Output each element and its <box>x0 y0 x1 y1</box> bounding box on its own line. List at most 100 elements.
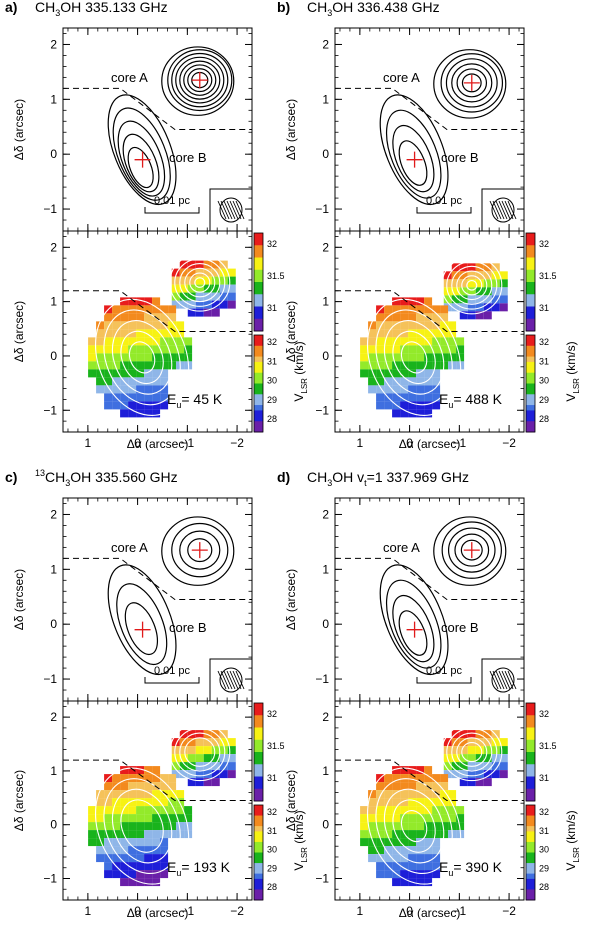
core-b-velocity-pixel <box>432 798 441 807</box>
core-b-velocity-pixel <box>160 393 169 402</box>
core-a-velocity-pixel <box>171 762 180 771</box>
core-b-velocity-pixel <box>112 830 121 839</box>
core-b-white-contour <box>120 799 164 853</box>
colorbar-frame-core-b <box>525 334 536 433</box>
colorbar-segment-core-b <box>254 345 263 352</box>
core-b-velocity-pixel <box>432 361 441 370</box>
y-tick-label: 2 <box>50 37 57 51</box>
core-b-velocity-pixel <box>96 361 105 370</box>
colorbar-segment-core-a <box>526 245 535 258</box>
core-a-velocity-pixel <box>211 276 220 285</box>
core-b-velocity-pixel <box>392 385 401 394</box>
y-axis-label-lower: Δδ (arcsec) <box>12 770 26 831</box>
y-tick-label: 2 <box>50 240 57 254</box>
core-b-velocity-pixel <box>96 854 105 863</box>
core-a-peak-marker <box>463 74 480 91</box>
beam-hatch <box>498 200 508 220</box>
colorbar-tick-core-a: 31.5 <box>267 271 285 281</box>
y-tick-label: 1 <box>322 295 329 309</box>
core-b-velocity-pixel <box>136 830 145 839</box>
core-a-white-contour <box>456 737 488 767</box>
core-a-contour <box>171 522 229 578</box>
core-b-velocity-pixel <box>168 814 177 823</box>
core-b-velocity-pixel <box>104 830 113 839</box>
core-b-velocity-pixel <box>400 361 409 370</box>
core-a-contour <box>447 527 496 573</box>
colorbar-segment-core-b <box>526 372 535 379</box>
core-a-velocity-pixel <box>459 271 468 280</box>
core-b-velocity-pixel <box>104 854 113 863</box>
core-a-velocity-pixel <box>195 754 204 763</box>
core-b-velocity-pixel <box>400 385 409 394</box>
core-b-velocity-pixel <box>440 337 449 346</box>
chart-panel-4: d) CH3OH vt=1 337.969 GHz core A core B 0.0… <box>277 469 581 920</box>
core-a-velocity-pixel <box>451 754 460 763</box>
core-b-velocity-pixel <box>168 345 177 354</box>
core-b-velocity-pixel <box>392 854 401 863</box>
core-a-velocity-pixel <box>451 738 460 747</box>
core-b-velocity-pixel <box>168 806 177 815</box>
core-b-velocity-pixel <box>120 409 129 418</box>
colorbar-segment-core-b <box>254 847 263 853</box>
core-a-velocity-pixel <box>483 279 492 288</box>
core-b-velocity-pixel <box>136 870 145 879</box>
core-b-velocity-pixel <box>128 313 137 322</box>
beam-box <box>209 658 253 702</box>
core-b-velocity-pixel <box>104 361 113 370</box>
core-b-velocity-pixel <box>400 369 409 378</box>
core-b-velocity-pixel <box>160 377 169 386</box>
core-b-velocity-pixel <box>376 782 385 791</box>
core-b-velocity-pixel <box>144 313 153 322</box>
core-b-velocity-pixel <box>416 305 425 314</box>
y-tick-label: 0 <box>322 349 329 363</box>
x-tick-label: 0 <box>134 904 141 918</box>
colorbar-segment-core-b <box>526 873 535 880</box>
core-b-velocity-pixel <box>144 361 153 370</box>
core-a-white-contour <box>461 742 483 763</box>
colorbar-segment-core-b <box>526 826 535 832</box>
core-b-velocity-pixel <box>416 854 425 863</box>
core-a-velocity-pixel <box>467 778 476 787</box>
core-b-velocity-pixel <box>104 401 113 410</box>
core-a-velocity-pixel <box>195 284 204 293</box>
core-b-white-contour <box>400 341 428 374</box>
core-b-velocity-pixel <box>152 854 161 863</box>
core-b-velocity-pixel <box>152 353 161 362</box>
core-b-velocity-pixel <box>144 806 153 815</box>
core-b-velocity-pixel <box>376 321 385 330</box>
core-a-velocity-pixel <box>203 292 212 301</box>
colorbar-segment-core-a <box>526 269 535 283</box>
core-b-velocity-pixel <box>408 838 417 847</box>
core-a-velocity-pixel <box>211 300 220 309</box>
core-b-velocity-pixel <box>432 870 441 879</box>
colorbar-segment-core-a <box>526 715 535 728</box>
core-b-velocity-pixel <box>112 337 121 346</box>
core-a-velocity-pixel <box>211 738 220 747</box>
core-b-velocity-pixel <box>448 790 457 799</box>
scale-bar: 0.01 pc <box>416 665 472 684</box>
x-tick-label: −2 <box>230 904 244 918</box>
core-separator-line-lower <box>63 290 252 332</box>
core-b-velocity-pixel <box>360 822 369 831</box>
core-a-velocity-pixel <box>171 300 180 309</box>
core-b-velocity-pixel <box>376 830 385 839</box>
core-a-velocity-pixel <box>467 263 476 272</box>
y-tick-label: −1 <box>43 403 57 417</box>
core-b-velocity-pixel <box>144 782 153 791</box>
core-b-velocity-pixel <box>112 822 121 831</box>
colorbar-segment-core-b <box>526 356 535 363</box>
core-a-velocity-pixel <box>475 746 484 755</box>
colorbar-segment-core-a <box>526 727 535 741</box>
core-b-velocity-pixel <box>400 806 409 815</box>
core-b-velocity-pixel <box>400 766 409 775</box>
core-a-velocity-pixel <box>219 292 228 301</box>
colorbar-tick-core-b: 31 <box>267 356 277 366</box>
core-a-velocity-pixel <box>459 746 468 755</box>
core-a-velocity-pixel <box>491 303 500 312</box>
core-b-velocity-pixel <box>136 862 145 871</box>
core-b-velocity-pixel <box>384 401 393 410</box>
core-b-velocity-pixel <box>120 806 129 815</box>
core-a-white-contour <box>174 727 226 777</box>
core-b-velocity-pixel <box>144 393 153 402</box>
core-b-velocity-pixel <box>128 369 137 378</box>
